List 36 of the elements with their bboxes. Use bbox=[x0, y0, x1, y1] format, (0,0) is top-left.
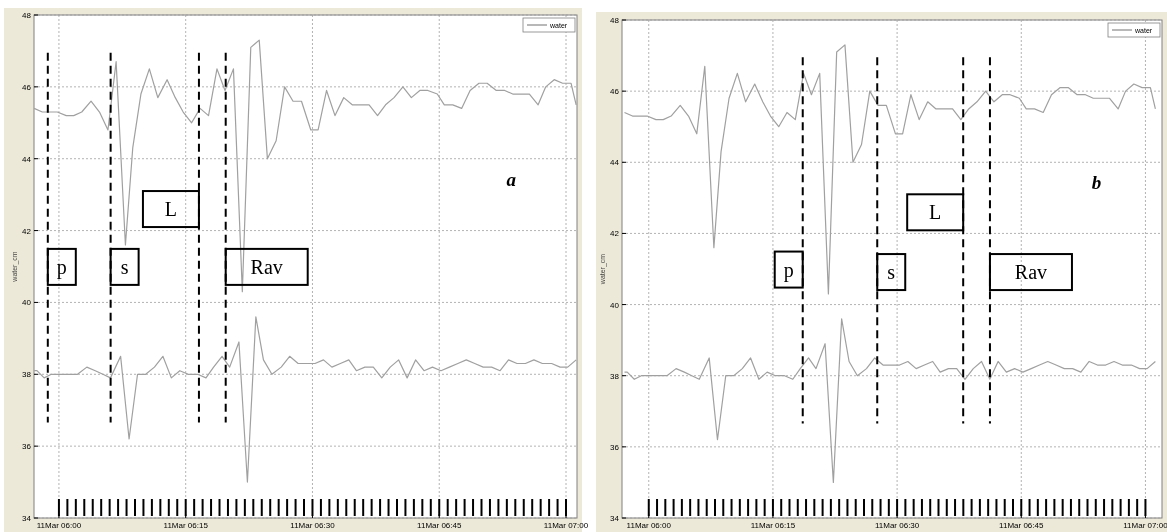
x-tick-label: 11Mar 06:15 bbox=[163, 521, 209, 530]
y-tick-label: 46 bbox=[22, 82, 32, 92]
x-tick-label: 11Mar 06:30 bbox=[874, 521, 920, 530]
ref-line-label: s bbox=[887, 261, 896, 284]
x-tick-label: 11Mar 07:00 bbox=[543, 521, 589, 530]
ref-line-label: p bbox=[783, 258, 794, 282]
y-tick-label: 44 bbox=[610, 158, 620, 168]
y-tick-label: 36 bbox=[22, 442, 32, 452]
x-tick-label: 11Mar 06:45 bbox=[417, 521, 462, 530]
y-tick-label: 42 bbox=[610, 229, 620, 239]
annotation: a bbox=[506, 169, 517, 191]
y-tick-label: 42 bbox=[22, 226, 32, 236]
y-tick-label: 48 bbox=[610, 16, 620, 25]
y-tick-label: 40 bbox=[22, 298, 32, 308]
x-tick-label: 11Mar 06:00 bbox=[36, 521, 82, 530]
ref-line-label: Rav bbox=[1014, 261, 1048, 284]
x-tick-label: 11Mar 06:00 bbox=[626, 521, 672, 530]
ref-line-label: p bbox=[56, 255, 67, 279]
y-tick-label: 48 bbox=[22, 11, 32, 20]
x-tick-label: 11Mar 06:15 bbox=[750, 521, 796, 530]
ref-line-label: L bbox=[164, 198, 178, 221]
y-tick-label: 38 bbox=[22, 370, 32, 380]
y-tick-label: 46 bbox=[610, 87, 620, 97]
y-tick-label: 36 bbox=[610, 442, 620, 452]
x-tick-label: 11Mar 07:00 bbox=[1123, 521, 1167, 530]
y-tick-label: 38 bbox=[610, 371, 620, 381]
y-tick-label: 40 bbox=[610, 300, 620, 310]
ref-line-label: s bbox=[120, 255, 129, 278]
y-tick-label: 44 bbox=[22, 154, 32, 164]
annotation: b bbox=[1091, 172, 1102, 194]
y-tick-label: 34 bbox=[610, 514, 620, 523]
x-tick-label: 11Mar 06:45 bbox=[999, 521, 1044, 530]
y-tick-label: 34 bbox=[22, 514, 32, 523]
x-tick-label: 11Mar 06:30 bbox=[290, 521, 336, 530]
ref-line-label: Rav bbox=[250, 255, 283, 278]
ref-line-label: L bbox=[929, 201, 942, 224]
